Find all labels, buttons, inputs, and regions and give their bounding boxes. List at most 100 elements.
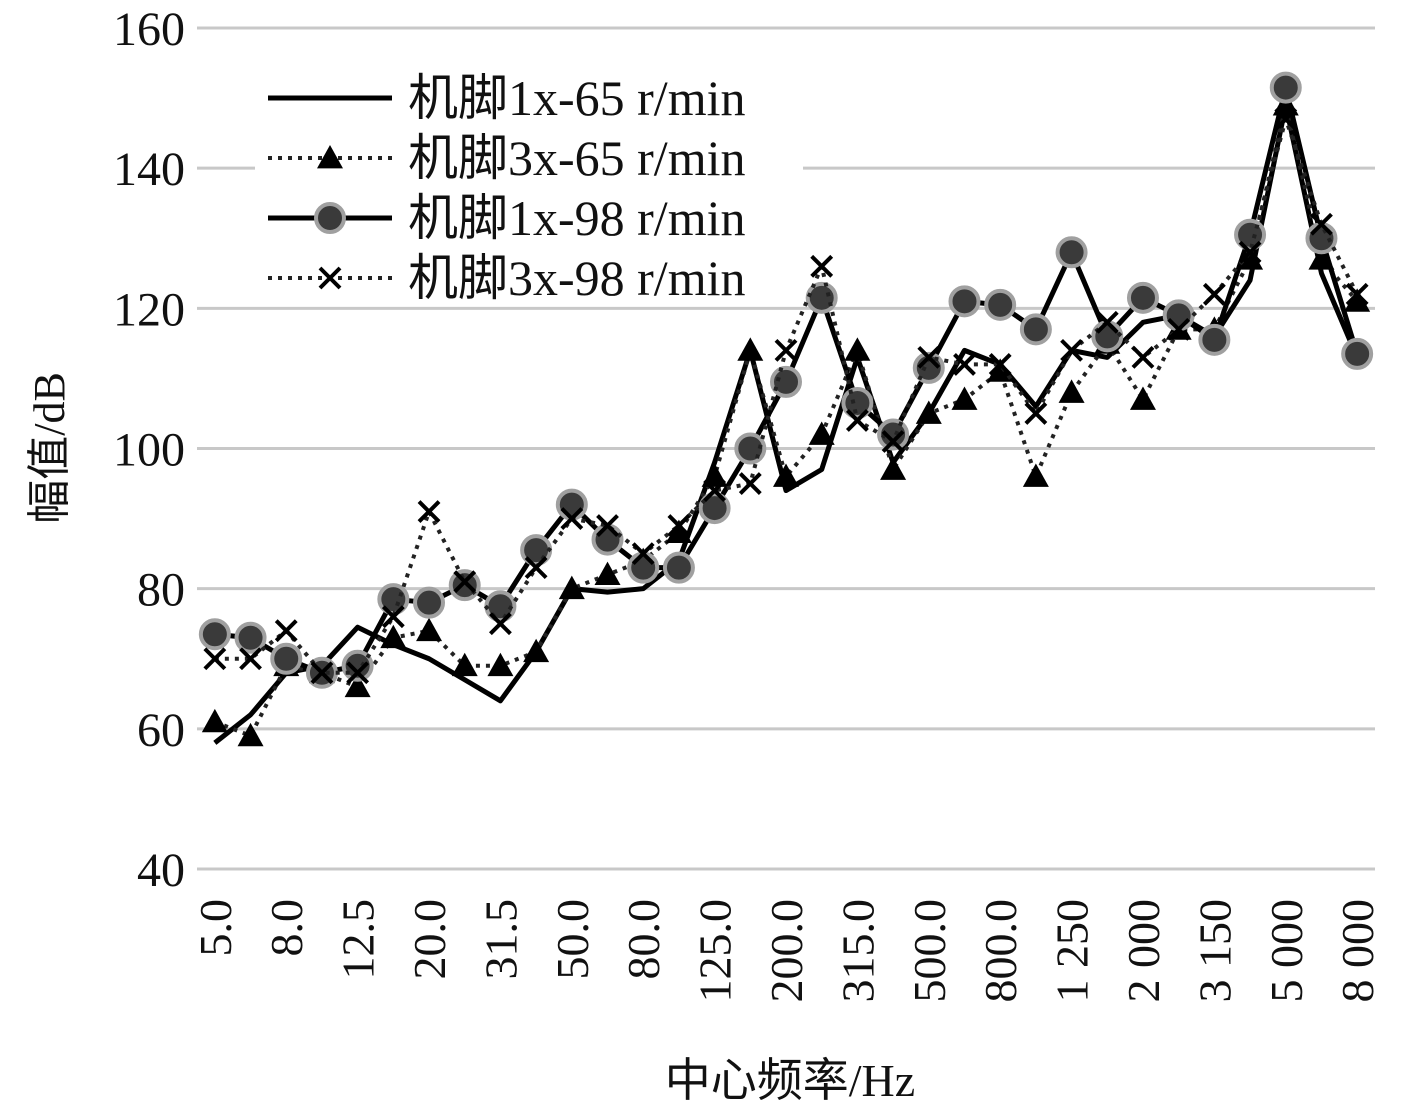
- x-marker: [489, 612, 512, 636]
- circle-marker: [1341, 337, 1374, 370]
- circle-marker: [1091, 320, 1124, 353]
- circle-marker: [413, 586, 446, 619]
- circle-marker: [698, 492, 731, 525]
- legend-label: 机脚3x-65 r/min: [408, 130, 745, 186]
- data-point: [310, 661, 334, 685]
- triangle-marker: [701, 463, 728, 487]
- x-marker: [1131, 345, 1155, 369]
- circle-marker: [770, 365, 802, 398]
- data-point: [631, 542, 655, 566]
- data-point: [524, 556, 548, 580]
- y-tick-label: 80: [137, 564, 185, 617]
- y-tick-label: 140: [113, 143, 185, 196]
- triangle-marker: [915, 400, 942, 424]
- data-point: [270, 642, 303, 675]
- circle-marker: [1305, 222, 1338, 255]
- data-point: [560, 507, 584, 530]
- data-point: [698, 492, 731, 525]
- data-point: [1341, 337, 1374, 370]
- data-point: [774, 338, 798, 362]
- circle-marker: [1019, 313, 1052, 346]
- triangle-marker: [344, 673, 371, 698]
- x-marker: [703, 479, 727, 502]
- data-point: [737, 337, 764, 361]
- x-marker: [810, 254, 834, 278]
- triangle-marker: [880, 456, 907, 480]
- x-marker: [310, 661, 334, 685]
- x-tick-label: 5 000: [1261, 899, 1312, 1003]
- circle-marker: [1162, 299, 1195, 332]
- data-point: [558, 575, 585, 600]
- data-point: [1024, 402, 1048, 425]
- x-tick-label: 2 000: [1118, 899, 1169, 1003]
- x-marker: [1202, 282, 1226, 306]
- x-marker: [881, 430, 905, 453]
- data-point: [1055, 236, 1088, 269]
- data-point: [953, 352, 976, 376]
- triangle-marker: [1344, 288, 1371, 312]
- triangle-marker: [773, 463, 799, 487]
- legend-entry: 机脚1x-98 r/min: [268, 190, 745, 246]
- triangle-marker: [237, 722, 264, 747]
- x-marker: [1238, 240, 1262, 264]
- data-point: [1198, 323, 1231, 356]
- triangle-marker: [1129, 386, 1156, 410]
- triangle-marker: [523, 638, 550, 663]
- data-point: [1305, 222, 1338, 255]
- x-tick-label: 8.0: [261, 899, 312, 957]
- x-marker: [453, 570, 477, 594]
- data-point: [951, 386, 978, 410]
- data-point: [341, 649, 374, 682]
- circle-marker: [314, 202, 346, 234]
- x-marker: [346, 661, 370, 685]
- data-point: [1019, 313, 1052, 346]
- data-point: [413, 586, 446, 619]
- x-marker: [239, 647, 262, 671]
- circle-marker: [1126, 281, 1159, 314]
- x-tick-label: 8 000: [1332, 899, 1383, 1003]
- data-point: [489, 612, 512, 636]
- x-marker: [953, 352, 976, 376]
- x-marker: [524, 556, 548, 580]
- circle-marker: [662, 551, 695, 584]
- data-point: [239, 647, 262, 671]
- data-point: [453, 570, 477, 594]
- x-marker: [274, 619, 298, 643]
- x-marker: [917, 345, 941, 369]
- y-tick-label: 100: [113, 424, 185, 477]
- data-point: [1058, 379, 1085, 403]
- x-marker: [560, 507, 584, 530]
- triangle-marker: [1022, 463, 1049, 487]
- x-marker: [1345, 282, 1369, 306]
- data-point: [1344, 288, 1371, 312]
- data-point: [1162, 299, 1195, 332]
- triangle-marker: [1237, 246, 1264, 270]
- circle-marker: [805, 281, 838, 314]
- series-layer: [198, 71, 1374, 747]
- data-point: [881, 430, 905, 453]
- data-point: [203, 647, 227, 671]
- data-point: [948, 285, 981, 318]
- data-point: [344, 673, 371, 698]
- data-point: [1202, 282, 1226, 306]
- x-marker: [774, 338, 798, 362]
- circle-marker: [627, 551, 660, 584]
- legend-label: 机脚1x-65 r/min: [408, 70, 745, 126]
- legend-entry: 机脚1x-65 r/min: [268, 70, 745, 126]
- data-point: [1095, 310, 1119, 334]
- circle-marker: [591, 523, 624, 556]
- data-point: [1060, 338, 1083, 362]
- circle-marker: [1055, 236, 1088, 269]
- data-point: [555, 488, 588, 521]
- triangle-marker: [380, 624, 407, 649]
- data-point: [877, 418, 910, 451]
- data-point: [662, 551, 695, 584]
- data-point: [703, 479, 727, 502]
- data-point: [770, 365, 802, 398]
- legend-entry: 机脚3x-98 r/min: [268, 250, 745, 306]
- x-axis-ticks: 5.0 8.0 12.5 20.0 31.5 50.0 80.0 125.0 200.0 315.…: [190, 899, 1383, 1003]
- triangle-marker: [451, 652, 478, 677]
- data-point: [880, 456, 907, 480]
- data-point: [665, 519, 692, 543]
